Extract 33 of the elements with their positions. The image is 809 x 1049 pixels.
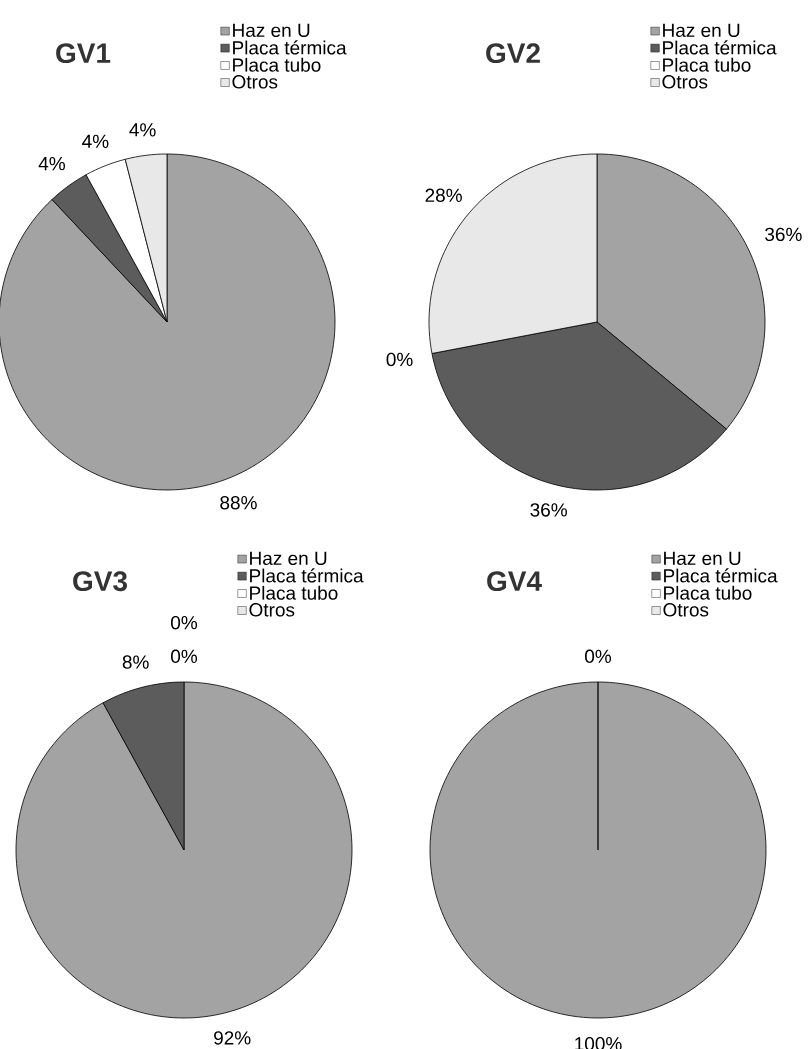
data-label: 28% [425,188,462,202]
data-label: 8% [122,655,149,669]
legend-label: Placa tubo [663,57,751,72]
text: 0% [585,649,612,663]
legend-label: Placa tubo [664,585,752,600]
legend-label: Haz en U [664,551,741,566]
legend-label: Otros [662,75,708,89]
legend-label: Placa tubo [233,57,321,72]
legend-label: Otros [663,603,709,617]
legend-label: Haz en U [250,551,327,566]
data-label: 4% [82,134,109,148]
data-label: 36% [765,227,802,242]
data-label: 88% [220,496,257,510]
legend-label: Haz en U [663,23,740,38]
text: 0% [171,649,198,663]
text: GV1 [56,43,111,64]
legend-label: Haz en U [233,23,310,38]
data-label: 36% [530,503,567,517]
legend-label: Placa térmica [250,568,364,583]
text: GV4 [487,571,542,592]
text: GV3 [73,571,127,592]
legend-label: Placa térmica [233,40,347,55]
legend-label: Otros [232,75,278,89]
text: 0% [171,615,198,630]
data-label: 92% [214,1031,251,1045]
text: GV2 [486,43,540,64]
legend-label: Otros [249,603,295,617]
legend-label: Placa tubo [250,585,338,600]
text: 0% [386,352,413,367]
legend-label: Placa térmica [664,568,778,583]
data-label: 4% [129,123,156,137]
legend-label: Placa térmica [663,40,777,55]
data-label: 4% [38,157,65,171]
